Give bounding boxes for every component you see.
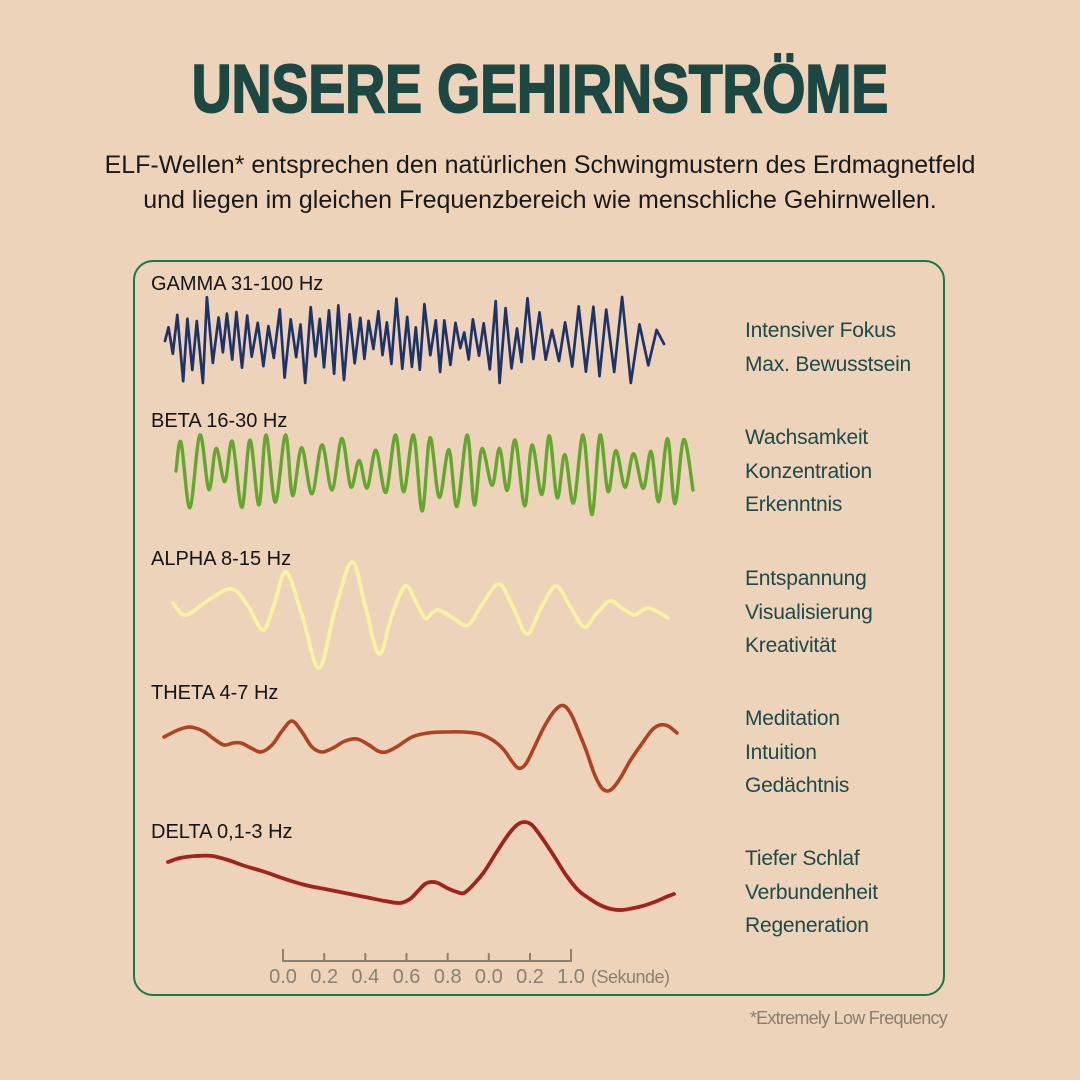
svg-text:0.0: 0.0 xyxy=(475,966,503,988)
svg-text:0.6: 0.6 xyxy=(393,966,421,988)
svg-text:0.2: 0.2 xyxy=(310,966,338,988)
svg-text:0.4: 0.4 xyxy=(351,966,379,988)
svg-text:(Sekunde): (Sekunde) xyxy=(591,967,670,987)
svg-text:0.8: 0.8 xyxy=(434,966,462,988)
svg-text:1.0: 1.0 xyxy=(557,966,585,988)
svg-text:0.2: 0.2 xyxy=(516,966,544,988)
svg-text:0.0: 0.0 xyxy=(269,966,297,988)
